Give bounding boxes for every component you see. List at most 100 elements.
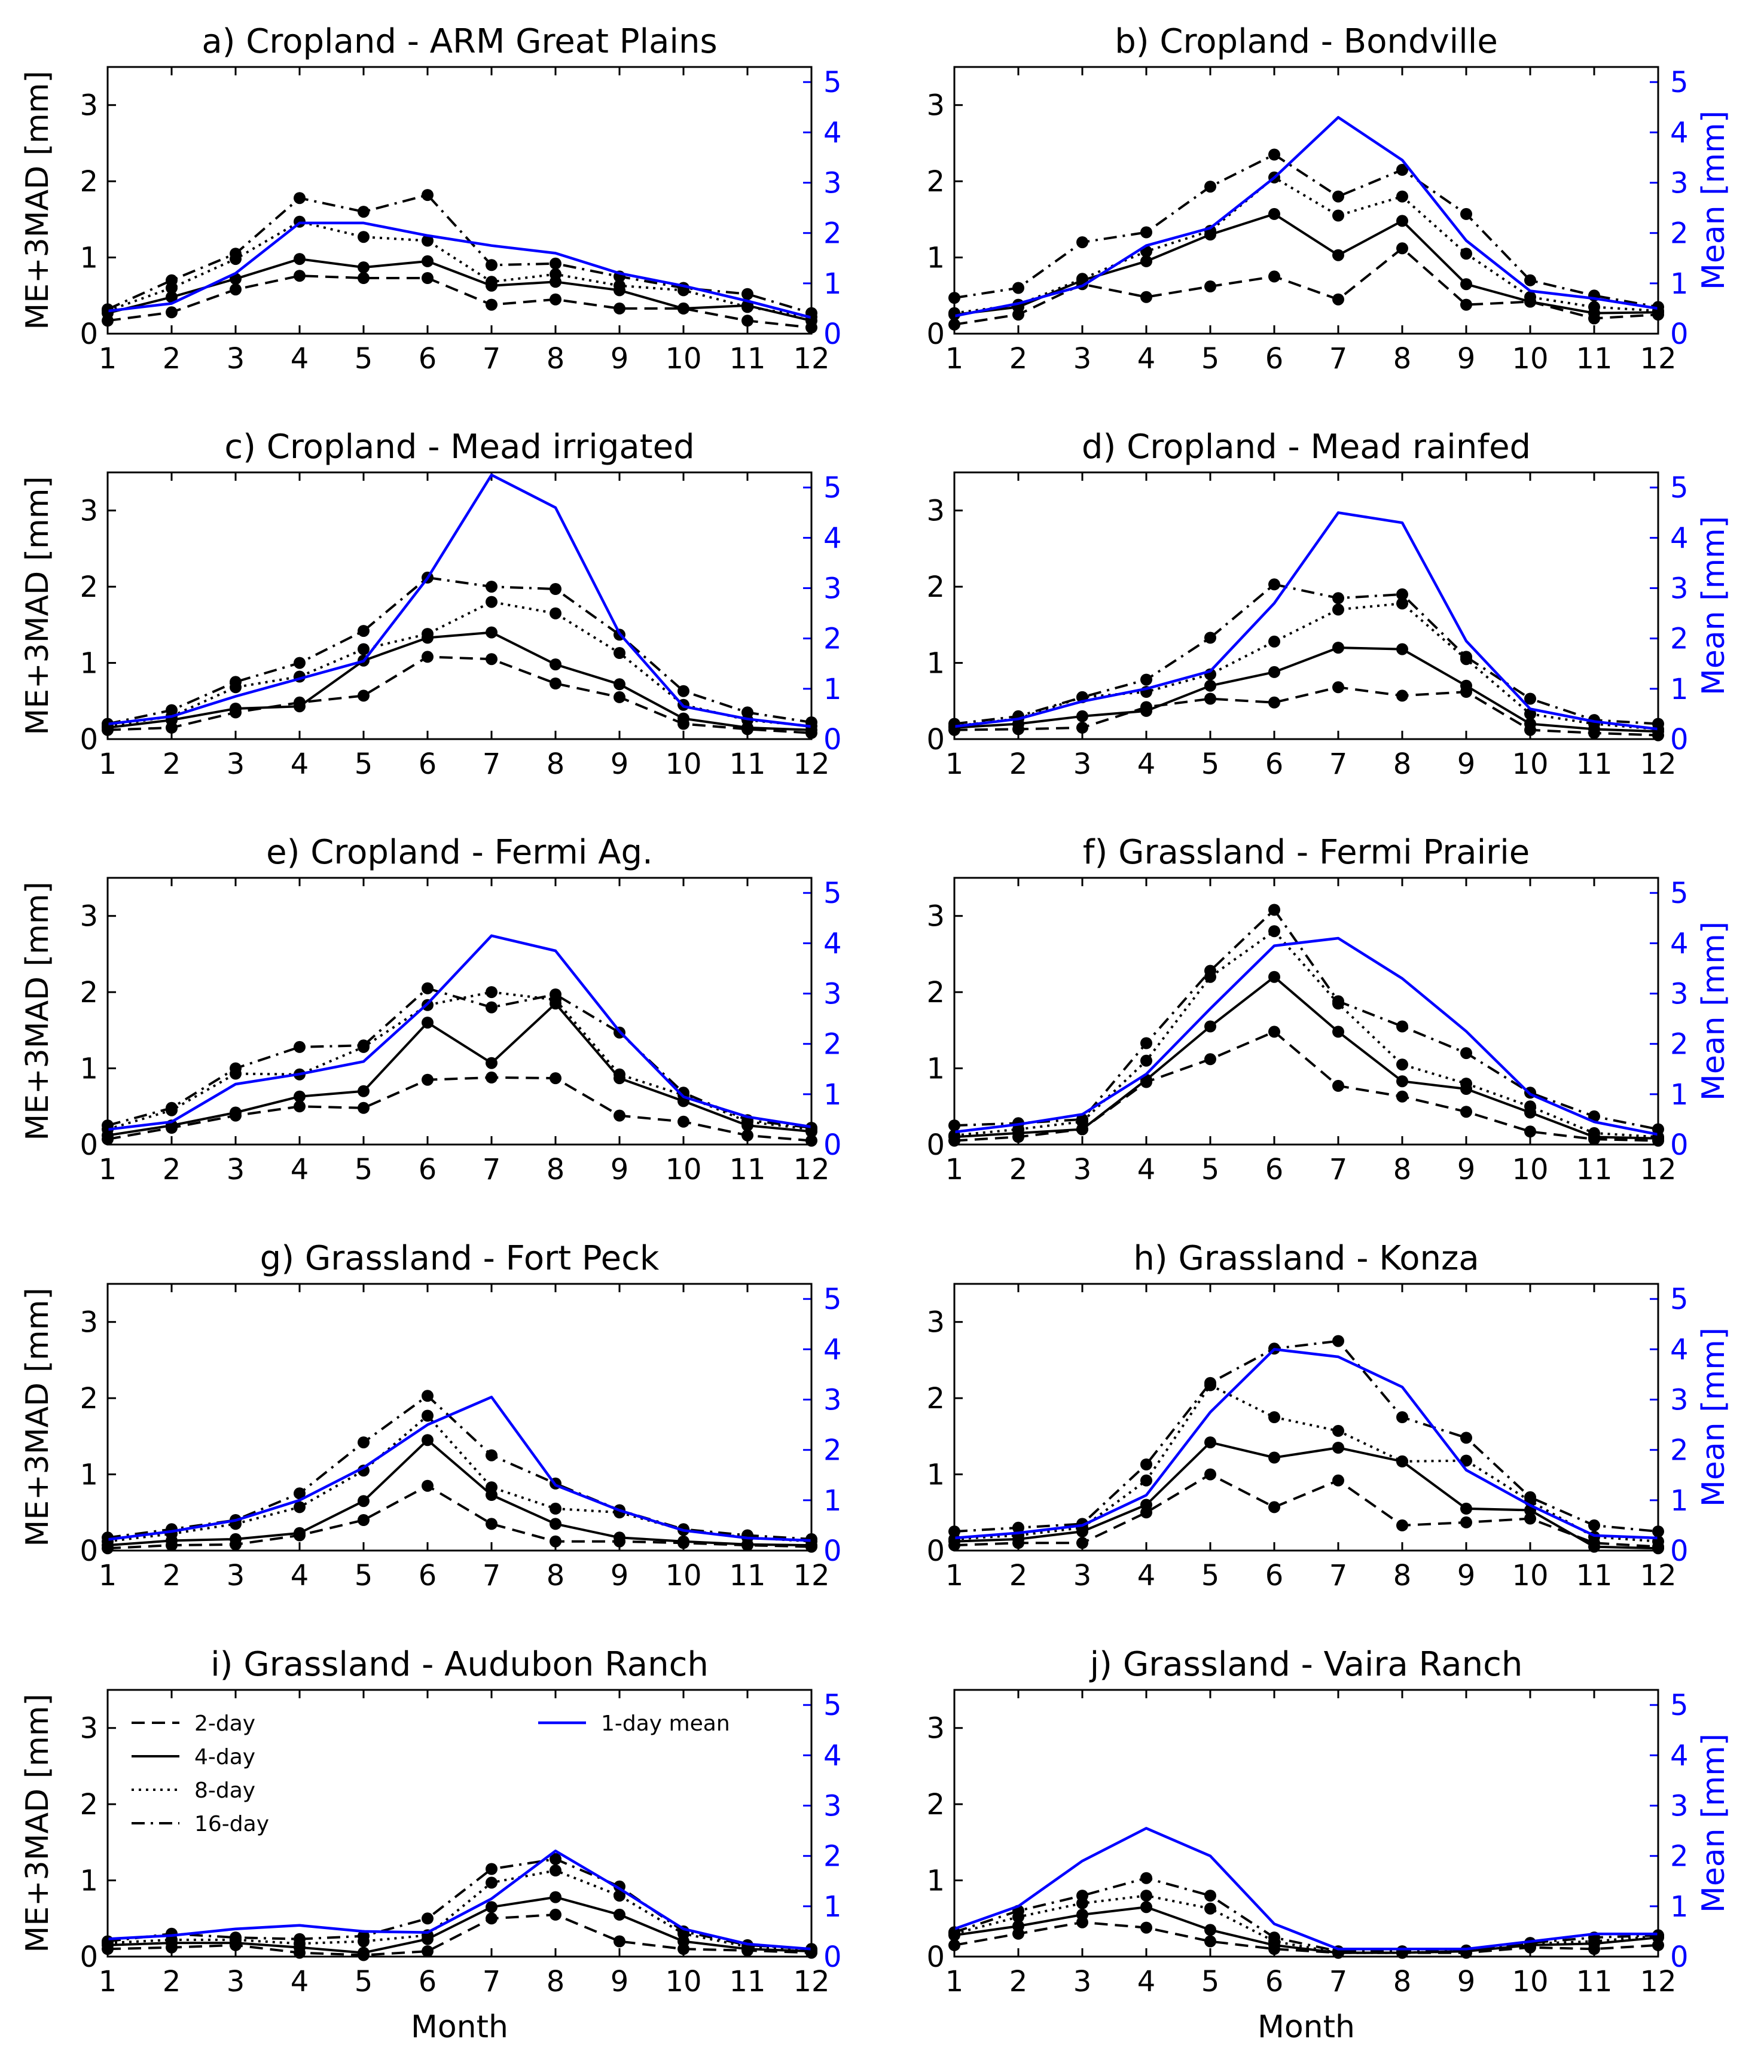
data-point [1140, 1901, 1152, 1914]
x-tick-label: 11 [1576, 1153, 1612, 1186]
data-point [1460, 1078, 1472, 1090]
y-tick-label: 1 [80, 1458, 98, 1492]
x-tick-label: 5 [1201, 1153, 1220, 1186]
y2-tick-label: 3 [1670, 1790, 1689, 1823]
y2-tick-label: 4 [1670, 1333, 1689, 1366]
x-tick-label: 2 [163, 1559, 181, 1592]
data-point [230, 1931, 242, 1944]
x-tick-label: 1 [945, 1965, 964, 1998]
y-tick-label: 0 [926, 1534, 945, 1568]
data-point [1396, 215, 1408, 227]
data-point [358, 1464, 370, 1477]
y2-tick-label: 2 [823, 1028, 842, 1061]
data-point [422, 982, 434, 994]
x-tick-label: 10 [1512, 342, 1548, 376]
data-point [422, 651, 434, 663]
y-tick-label: 2 [80, 165, 98, 199]
x-tick-label: 2 [163, 747, 181, 781]
y2-tick-label: 5 [823, 1689, 842, 1722]
x-tick-label: 12 [793, 342, 829, 376]
x-tick-label: 12 [1640, 342, 1676, 376]
y-axis-label: ME+3MAD [mm] [20, 476, 56, 735]
data-point [1204, 679, 1216, 692]
data-point [614, 1531, 625, 1544]
x-tick-label: 6 [1265, 342, 1284, 376]
data-point [486, 653, 498, 666]
data-point [550, 1865, 561, 1876]
data-point [1460, 1047, 1472, 1060]
x-tick-label: 10 [665, 1153, 701, 1186]
x-tick-label: 1 [945, 747, 964, 781]
x-tick-label: 9 [1457, 342, 1476, 376]
data-point [422, 234, 434, 247]
x-tick-label: 12 [1640, 1153, 1676, 1186]
data-point [1460, 1516, 1472, 1528]
data-point [1524, 707, 1536, 720]
x-tick-label: 10 [665, 1559, 701, 1592]
x-tick-label: 2 [163, 1965, 181, 1998]
x-tick-label: 4 [1137, 747, 1156, 781]
series-line-2-day [107, 274, 812, 329]
chart-title: f) Grassland - Fermi Prairie [1083, 833, 1530, 872]
x-tick-label: 8 [1393, 1965, 1412, 1998]
y-tick-label: 1 [80, 1052, 98, 1086]
data-point [230, 248, 242, 260]
x-tick-label: 12 [793, 1559, 829, 1592]
y-tick-label: 1 [926, 1458, 945, 1492]
series-line-8-day [107, 600, 812, 728]
data-point [550, 658, 561, 671]
y-tick-label: 3 [80, 89, 98, 123]
y2-tick-label: 1 [1670, 1890, 1689, 1924]
y-tick-label: 3 [926, 1306, 945, 1339]
x-tick-label: 2 [1009, 1559, 1028, 1592]
x-tick-label: 11 [729, 1559, 765, 1592]
plot-frame [106, 471, 813, 740]
data-point [422, 1390, 434, 1402]
x-tick-label: 5 [355, 747, 373, 781]
series-line-4-day [954, 646, 1659, 733]
data-point [1140, 1499, 1152, 1511]
series-line-2-day [954, 1921, 1659, 1954]
x-tick-label: 5 [355, 1559, 373, 1592]
y2-tick-label: 0 [823, 1940, 842, 1974]
y-tick-label: 3 [926, 1712, 945, 1746]
y2-tick-label: 0 [1670, 1940, 1689, 1974]
y-tick-label: 2 [80, 1788, 98, 1821]
x-tick-label: 10 [1512, 1559, 1548, 1592]
data-point [1140, 291, 1152, 303]
data-point [1268, 1931, 1280, 1944]
data-point [1204, 181, 1216, 193]
data-point [230, 1106, 242, 1119]
x-tick-label: 7 [1329, 1965, 1348, 1998]
legend-label: 2-day [194, 1711, 255, 1736]
data-point [486, 1863, 498, 1875]
data-point [1332, 642, 1344, 654]
data-point [358, 689, 370, 702]
y-tick-label: 0 [80, 1534, 98, 1568]
x-tick-label: 1 [99, 1153, 117, 1186]
x-tick-label: 4 [1137, 1559, 1156, 1592]
data-point [1204, 692, 1216, 705]
data-point [358, 1085, 370, 1097]
y2-tick-label: 3 [1670, 167, 1689, 200]
data-point [1332, 592, 1344, 605]
series-line-4-day [107, 258, 812, 322]
x-tick-label: 3 [227, 747, 245, 781]
x-tick-label: 8 [1393, 1153, 1412, 1186]
series-line-1-day-mean [954, 115, 1659, 318]
data-point [1524, 692, 1536, 705]
y-tick-label: 3 [926, 495, 945, 528]
data-point [486, 1876, 498, 1889]
data-point [1396, 190, 1408, 203]
y2-tick-label: 0 [823, 1128, 842, 1162]
y2-tick-label: 0 [1670, 723, 1689, 756]
data-point [741, 301, 753, 313]
data-point [1268, 1411, 1280, 1423]
x-tick-label: 9 [611, 1153, 629, 1186]
x-tick-label: 8 [547, 1559, 565, 1592]
chart-title: g) Grassland - Fort Peck [260, 1239, 660, 1278]
x-tick-label: 4 [291, 342, 309, 376]
data-point [677, 1115, 689, 1128]
y2-tick-label: 4 [1670, 927, 1689, 960]
data-point [486, 581, 498, 593]
